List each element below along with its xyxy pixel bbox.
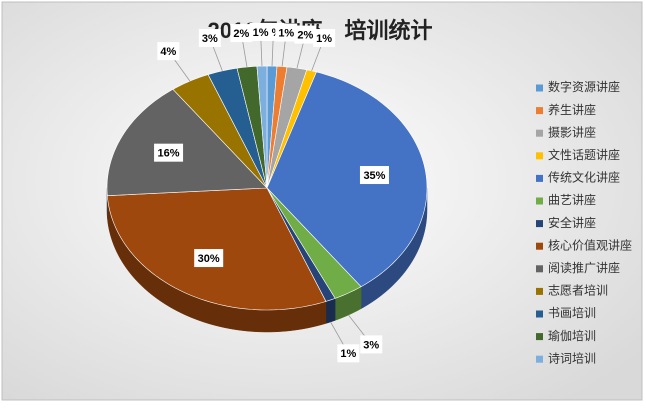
data-label: 4% xyxy=(160,46,176,58)
data-label: 3% xyxy=(363,339,379,351)
legend-swatch xyxy=(536,311,543,318)
legend-swatch xyxy=(536,288,543,295)
legend-label: 阅读推广讲座 xyxy=(548,260,620,275)
legend-label: 数字资源讲座 xyxy=(548,79,620,94)
legend-label: 核心价值观讲座 xyxy=(548,237,632,252)
pie-side xyxy=(326,298,335,323)
data-label: 1% xyxy=(316,33,332,45)
legend-swatch xyxy=(536,265,543,272)
legend-label: 书画培训 xyxy=(548,305,596,320)
data-label: 1% xyxy=(278,27,294,39)
legend-swatch xyxy=(536,107,543,114)
legend-swatch xyxy=(536,130,543,137)
legend-swatch xyxy=(536,356,543,363)
legend-label: 摄影讲座 xyxy=(548,124,596,139)
data-label: 16% xyxy=(158,148,180,160)
legend-swatch xyxy=(536,333,543,340)
legend-label: 养生讲座 xyxy=(548,102,596,117)
data-label: 3% xyxy=(202,33,218,45)
legend-swatch xyxy=(536,85,543,92)
data-label: 2% xyxy=(233,28,249,40)
legend-label: 文性话题讲座 xyxy=(548,147,620,162)
legend-swatch xyxy=(536,175,543,182)
data-label: 2% xyxy=(297,30,313,42)
legend-swatch xyxy=(536,220,543,227)
legend-label: 瑜伽培训 xyxy=(548,328,596,343)
legend-swatch xyxy=(536,243,543,250)
legend-swatch xyxy=(536,198,543,205)
legend-label: 诗词培训 xyxy=(548,350,596,365)
legend-label: 志愿者培训 xyxy=(548,283,608,298)
legend-label: 安全讲座 xyxy=(548,215,596,230)
pie xyxy=(107,66,427,332)
legend-label: 传统文化讲座 xyxy=(548,170,620,185)
data-label: 35% xyxy=(363,170,385,182)
legend-swatch xyxy=(536,152,543,159)
data-label: 30% xyxy=(198,253,220,265)
data-label: 1% xyxy=(253,27,269,39)
data-label: 1% xyxy=(340,348,356,360)
legend-label: 曲艺讲座 xyxy=(548,192,596,207)
